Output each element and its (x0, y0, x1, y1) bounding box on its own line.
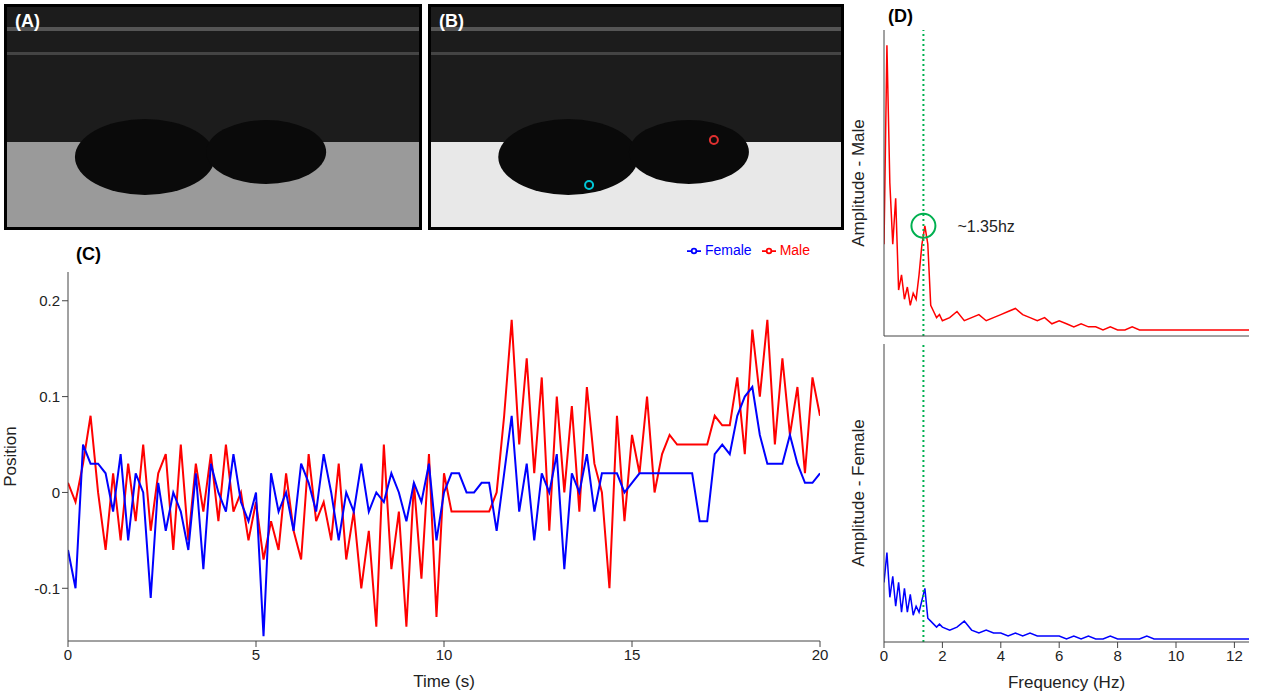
html-text:Male: Male (779, 242, 810, 258)
html-text:(B): (B) (439, 11, 464, 31)
svg-text:Frequency (Hz): Frequency (Hz) (1008, 673, 1125, 692)
svg-text:Amplitude - Male: Amplitude - Male (849, 119, 868, 247)
svg-text:0: 0 (52, 484, 60, 501)
svg-text:0.1: 0.1 (39, 388, 60, 405)
svg-text:Position: Position (1, 426, 20, 486)
svg-text:8: 8 (1113, 647, 1121, 664)
svg-text:0: 0 (880, 647, 888, 664)
svg-text:12: 12 (1226, 647, 1243, 664)
svg-text:6: 6 (1055, 647, 1063, 664)
svg-text:20: 20 (812, 646, 829, 663)
svg-text:2: 2 (938, 647, 946, 664)
svg-text:0: 0 (64, 646, 72, 663)
html-text:(A): (A) (15, 11, 40, 31)
svg-text:5: 5 (252, 646, 260, 663)
svg-text:~1.35hz: ~1.35hz (957, 218, 1014, 235)
svg-text:-0.1: -0.1 (34, 580, 60, 597)
html-text:Female: Female (705, 242, 752, 258)
html-text:(D): (D) (888, 6, 913, 26)
svg-text:Amplitude - Female: Amplitude - Female (849, 419, 868, 566)
svg-text:10: 10 (1168, 647, 1185, 664)
svg-text:Time (s): Time (s) (413, 672, 475, 691)
svg-text:0.2: 0.2 (39, 292, 60, 309)
svg-text:15: 15 (624, 646, 641, 663)
svg-text:10: 10 (436, 646, 453, 663)
svg-text:4: 4 (997, 647, 1005, 664)
html-text:(C): (C) (76, 244, 101, 264)
